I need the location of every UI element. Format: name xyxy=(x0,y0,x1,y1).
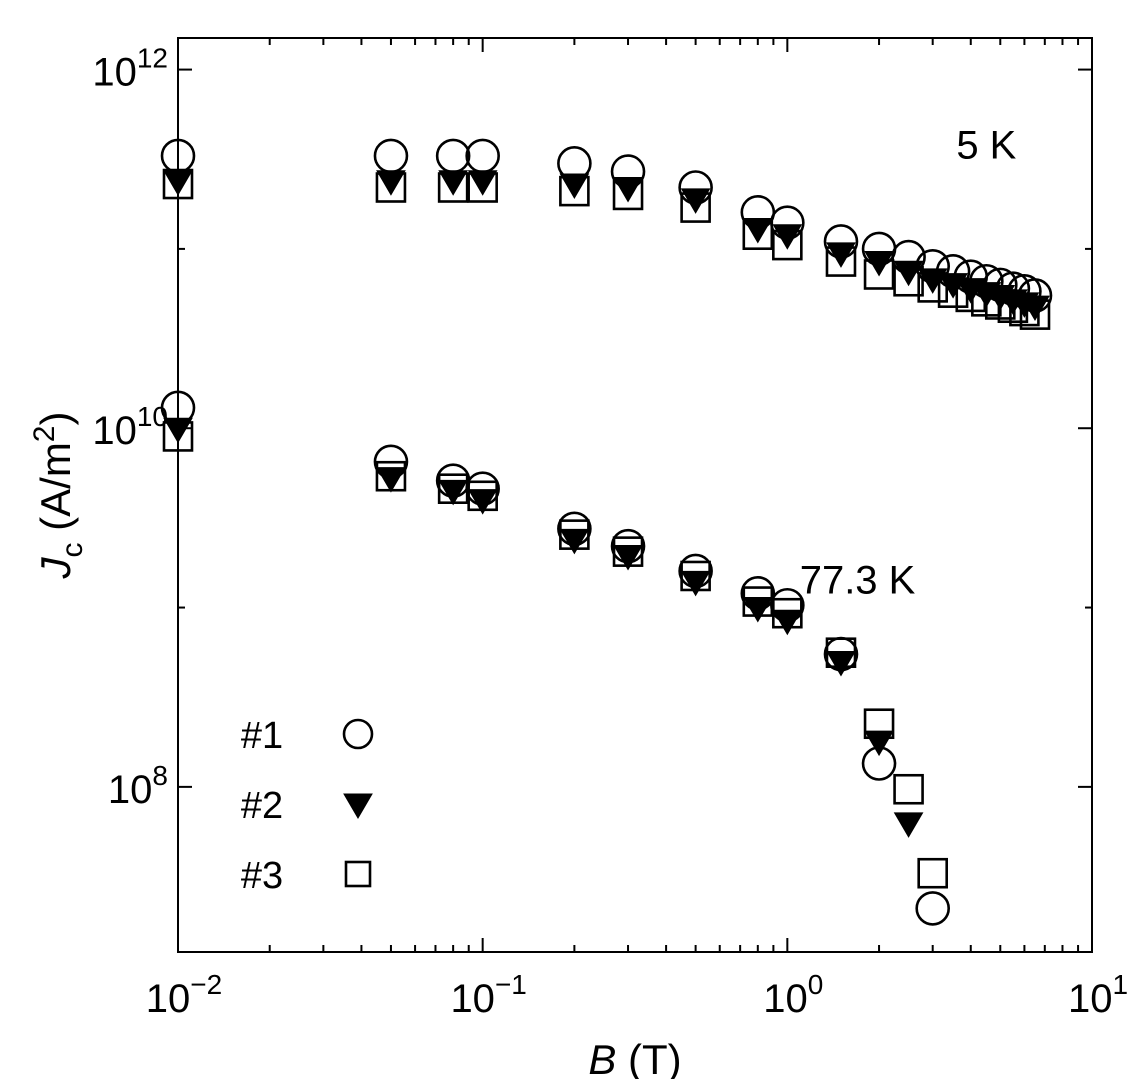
data-point xyxy=(467,170,498,196)
data-point xyxy=(613,545,643,571)
data-point xyxy=(1017,278,1053,313)
data-point xyxy=(559,173,590,200)
data-point xyxy=(982,267,1018,303)
data-point xyxy=(995,271,1031,306)
legend-marker xyxy=(343,793,373,819)
temperature-annotation: 5 K xyxy=(956,123,1016,167)
data-points xyxy=(160,138,1053,926)
data-point xyxy=(613,176,643,203)
data-point xyxy=(678,170,713,205)
data-point xyxy=(376,467,406,493)
data-point xyxy=(467,489,498,515)
x-tick-label: 100 xyxy=(763,969,823,1021)
axis-ticks xyxy=(177,38,1093,952)
data-point xyxy=(893,812,924,838)
temperature-annotation: 77.3 K xyxy=(800,558,916,602)
legend-label: #2 xyxy=(241,785,283,827)
data-point xyxy=(438,170,469,196)
legend-marker xyxy=(342,718,374,750)
data-point xyxy=(678,553,713,589)
data-point xyxy=(680,570,711,597)
annotations: 5 K 77.3 K xyxy=(800,123,1017,602)
data-point xyxy=(864,730,894,757)
data-point xyxy=(861,746,897,781)
x-tick-label: 101 xyxy=(1068,969,1128,1021)
data-point xyxy=(915,891,950,926)
data-point xyxy=(826,651,856,677)
data-point xyxy=(935,254,971,289)
data-point xyxy=(438,479,469,506)
plot-frame xyxy=(177,37,1093,953)
data-point xyxy=(770,205,805,240)
data-point xyxy=(373,444,409,480)
data-point xyxy=(557,146,592,181)
y-tick-label: 1012 xyxy=(92,43,168,95)
y-tick-label: 1010 xyxy=(92,401,168,453)
data-point xyxy=(891,239,926,275)
legend: #1 #2 #3 xyxy=(241,715,374,897)
data-point xyxy=(610,528,646,564)
legend-label: #1 xyxy=(241,715,283,757)
data-point xyxy=(740,576,776,611)
legend-label: #3 xyxy=(241,855,283,897)
y-tick-label: 108 xyxy=(108,760,168,812)
data-point xyxy=(893,773,924,805)
x-tick-label: 10−1 xyxy=(450,969,526,1021)
data-point xyxy=(823,636,859,672)
data-point xyxy=(915,248,950,284)
data-point xyxy=(557,511,592,547)
data-point xyxy=(465,471,500,507)
data-point xyxy=(373,138,409,174)
x-tick-label: 10−2 xyxy=(146,969,222,1021)
axis-labels: 10−2 10−1 100 101 108 1010 1012 B (T) Jc (A/m2) xyxy=(28,43,1128,1079)
data-point xyxy=(969,263,1004,299)
x-axis-label: B (T) xyxy=(588,1036,681,1079)
data-point xyxy=(435,138,471,174)
data-point xyxy=(742,217,773,244)
data-point xyxy=(465,138,500,174)
data-point xyxy=(917,857,948,889)
data-point xyxy=(864,251,894,277)
legend-marker xyxy=(344,860,372,888)
data-point xyxy=(770,587,805,623)
data-point xyxy=(823,224,859,259)
data-point xyxy=(376,170,406,196)
y-axis-label: Jc (A/m2) xyxy=(28,411,89,579)
data-point xyxy=(559,528,590,555)
data-point xyxy=(610,154,646,189)
